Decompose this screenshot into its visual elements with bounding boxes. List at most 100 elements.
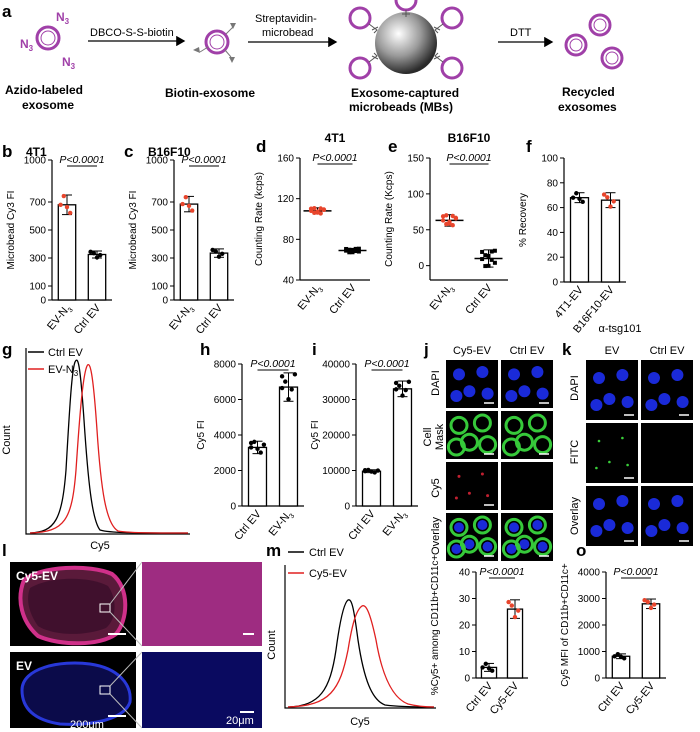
data-point <box>248 440 254 446</box>
row-label: Mask <box>434 423 446 450</box>
y-tick-label: 160 <box>277 154 294 165</box>
cell-blob <box>449 517 469 537</box>
y-tick-label: 40 <box>459 568 471 579</box>
y-axis-label: %Cy5+ among CD11b+CD11c+ <box>430 555 441 696</box>
tissue-zoom-ev <box>142 652 262 728</box>
y-tick-label: 0 <box>162 296 168 307</box>
data-point <box>580 199 585 205</box>
micrograph-cell <box>501 462 553 510</box>
data-point <box>255 446 260 452</box>
panel-letter-o: o <box>576 541 586 560</box>
data-point <box>492 260 497 265</box>
cell-blob <box>593 498 605 510</box>
data-point <box>440 214 446 219</box>
panel-letter-j: j <box>423 340 429 359</box>
panel-k-microscopy: α-tsg101 EV Ctrl EV DAPI FITC Overlay <box>569 323 693 546</box>
y-tick-label: 10 <box>459 647 471 658</box>
micrograph-cell <box>446 462 498 510</box>
bar <box>392 388 413 507</box>
data-point <box>440 218 446 223</box>
y-tick-label: 700 <box>151 198 168 209</box>
cell-blob <box>476 366 489 378</box>
data-point <box>98 252 103 258</box>
significance-label: P<0.0001 <box>613 566 658 578</box>
cell-blob <box>501 437 521 457</box>
cell-blob <box>608 460 611 464</box>
y-tick-label: 120 <box>277 194 294 205</box>
y-tick-label: 100 <box>151 282 168 293</box>
y-axis-label: Microbead Cy3 FI <box>6 191 17 270</box>
data-point <box>406 379 412 385</box>
data-point <box>393 387 399 392</box>
data-point <box>308 206 314 211</box>
cell-blob <box>658 393 671 405</box>
y-axis-label: Cy5 FI <box>196 420 207 449</box>
y-tick-label: 2000 <box>214 466 237 477</box>
microbead-icon <box>348 0 464 80</box>
cell-blob <box>645 399 658 411</box>
data-point <box>615 651 620 657</box>
y-tick-label: 10000 <box>322 466 350 477</box>
legend-cy5-ev: Cy5-EV <box>309 568 348 580</box>
y-tick-label: 0 <box>40 296 46 307</box>
cell-blob <box>472 413 492 433</box>
bar <box>611 655 631 679</box>
cell-blob <box>648 372 660 384</box>
bar <box>361 470 382 507</box>
data-point <box>570 195 576 200</box>
y-tick-label: 1000 <box>146 156 169 167</box>
cell-blob <box>532 520 543 530</box>
data-point <box>489 257 494 262</box>
data-point <box>213 249 218 254</box>
cell-blob <box>504 517 524 537</box>
cell-blob <box>533 537 553 557</box>
cell-blob <box>536 387 549 400</box>
data-point <box>645 599 650 605</box>
data-point <box>347 247 352 252</box>
y-tick-label: 4000 <box>214 431 237 442</box>
data-point <box>480 257 485 262</box>
data-point <box>490 668 495 673</box>
significance-label: P<0.0001 <box>250 358 295 370</box>
chart-title: 4T1 <box>26 145 47 159</box>
cell-blob <box>506 544 517 554</box>
col-label: Cy5-EV <box>453 345 492 357</box>
cell-blob <box>478 435 498 455</box>
chart-title: B16F10 <box>448 131 491 145</box>
data-point <box>248 445 254 450</box>
cell-blob <box>626 463 629 467</box>
data-point <box>605 195 610 200</box>
category-label: Ctrl EV <box>194 302 226 337</box>
data-point <box>312 210 317 215</box>
data-point <box>400 393 405 398</box>
panel-letter-h: h <box>200 340 210 359</box>
cell-blob <box>603 519 616 531</box>
y-tick-label: 700 <box>29 198 46 209</box>
y-tick-label: 50 <box>413 225 425 236</box>
category-label: EV-N3 <box>428 282 458 314</box>
cell-blob <box>478 537 498 557</box>
row-label: Cell <box>422 428 434 447</box>
cell-blob <box>464 539 475 550</box>
legend-ctrl-ev: Ctrl EV <box>309 547 345 559</box>
y-tick-label: 30 <box>459 594 471 605</box>
bar <box>506 608 524 679</box>
y-tick-label: 150 <box>407 154 424 165</box>
data-point <box>483 661 488 667</box>
panel-letter-a: a <box>2 2 12 21</box>
panel-g-histogram: Ctrl EV EV-N3 Count Cy5 <box>1 347 190 552</box>
category-label: Ctrl EV <box>346 508 378 543</box>
n3-label: N3 <box>56 10 70 26</box>
chart-e: 0 50 100 150 Counting Rate (Kcps) B16F10 P<0.0… <box>384 131 508 317</box>
cell-blob <box>467 491 471 495</box>
data-point <box>279 385 285 391</box>
micrograph-cell <box>641 360 693 420</box>
y-tick-label: 0 <box>552 278 558 289</box>
data-point <box>64 204 70 210</box>
micrograph-cell <box>641 486 693 546</box>
data-point <box>608 204 613 209</box>
panel-letter-g: g <box>2 340 12 359</box>
panel-letter-i: i <box>312 340 317 359</box>
n3-label: N3 <box>62 55 76 71</box>
cell-blob <box>537 541 548 552</box>
